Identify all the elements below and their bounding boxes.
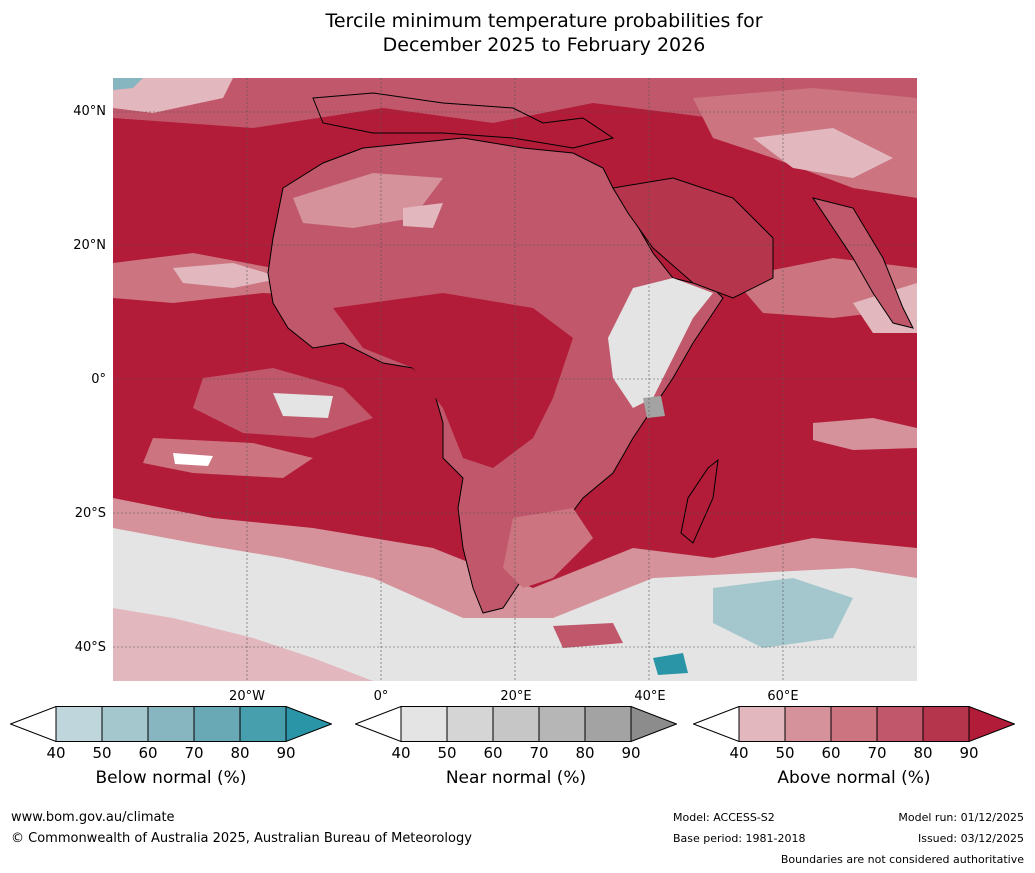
southern-africa-band xyxy=(503,508,593,588)
colorbar-extend-low xyxy=(10,706,57,742)
colorbar-extend-high xyxy=(968,706,1015,742)
lon-label-40e: 40°E xyxy=(634,689,666,704)
colorbar-extend-low xyxy=(693,706,740,742)
footer-disclaimer: Boundaries are not considered authoritat… xyxy=(780,853,1024,866)
band-northwest xyxy=(113,78,233,113)
colorbar-segment xyxy=(584,706,632,742)
tick-label: 60 xyxy=(483,744,503,762)
central-africa-strong xyxy=(333,293,573,468)
lat-label-20n: 20°N xyxy=(73,238,106,253)
tick-label: 40 xyxy=(46,744,66,762)
lat-label-equator: 0° xyxy=(91,372,106,387)
india xyxy=(811,197,914,329)
colorbar-segment xyxy=(876,706,924,742)
tick-label: 70 xyxy=(184,744,204,762)
lon-label-20e: 20°E xyxy=(500,689,532,704)
colorbar-segment xyxy=(101,706,149,742)
lon-label-0: 0° xyxy=(373,689,389,704)
colorbar-segment xyxy=(193,706,241,742)
footer-url: www.bom.gov.au/climate xyxy=(11,810,175,825)
probability-map xyxy=(113,78,917,681)
colorbar-segment xyxy=(147,706,195,742)
colorbar-above-label: Above normal (%) xyxy=(777,768,931,788)
lon-label-20w: 20°W xyxy=(229,689,265,704)
tick-label: 60 xyxy=(138,744,158,762)
footer-issued: Issued: 03/12/2025 xyxy=(917,832,1024,845)
white-southeast-atlantic xyxy=(173,453,213,466)
horn-grey-patch xyxy=(643,396,665,418)
tick-label: 50 xyxy=(775,744,795,762)
sahara-patch-light xyxy=(403,203,443,228)
madagascar xyxy=(680,458,719,544)
colorbar-below-label: Below normal (%) xyxy=(95,768,247,788)
band-tropical-atlantic-light xyxy=(173,263,283,288)
tick-label: 60 xyxy=(821,744,841,762)
colorbar-segment xyxy=(738,706,786,742)
colorbar-below-normal xyxy=(10,706,332,742)
arabian-peninsula xyxy=(612,177,774,299)
graticule xyxy=(113,78,917,681)
footer-model-run: Model run: 01/12/2025 xyxy=(898,811,1024,824)
band-south-indian xyxy=(813,418,917,450)
colorbar-near-label: Near normal (%) xyxy=(445,768,587,788)
southern-ocean-below-strong xyxy=(653,653,688,675)
tick-label: 80 xyxy=(230,744,250,762)
band-southeast-atlantic xyxy=(143,438,313,478)
colorbar-extend-low xyxy=(355,706,402,742)
lat-label-20s: 20°S xyxy=(74,506,106,521)
near-equatorial-atlantic xyxy=(273,393,333,418)
tick-label: 80 xyxy=(913,744,933,762)
europe-coastline xyxy=(312,92,615,149)
tick-label: 90 xyxy=(276,744,296,762)
colorbar-segment xyxy=(446,706,494,742)
colorbar-segment xyxy=(55,706,103,742)
title-line-1: Tercile minimum temperature probabilitie… xyxy=(325,10,763,32)
colorbar-segment xyxy=(830,706,878,742)
colorbar-extend-high xyxy=(630,706,677,742)
tick-label: 90 xyxy=(959,744,979,762)
footer-base-period: Base period: 1981-2018 xyxy=(673,832,806,845)
southern-ocean-below xyxy=(713,578,853,648)
colorbar-near-normal xyxy=(355,706,677,742)
horn-of-africa-near xyxy=(608,278,713,408)
tick-label: 90 xyxy=(621,744,641,762)
title-line-2: December 2025 to February 2026 xyxy=(382,34,706,56)
tick-label: 50 xyxy=(92,744,112,762)
below-northwest-patch xyxy=(113,78,143,90)
colorbar-segment xyxy=(538,706,586,742)
colorbar-segment xyxy=(239,706,287,742)
colorbar-segment xyxy=(492,706,540,742)
colorbar-above-normal xyxy=(693,706,1015,742)
colorbar-extend-high xyxy=(285,706,332,742)
lon-label-60e: 60°E xyxy=(767,689,799,704)
southern-ocean-above-patch xyxy=(553,623,623,648)
map-title: Tercile minimum temperature probabilitie… xyxy=(0,9,1035,57)
southern-ocean-southwest xyxy=(113,608,373,681)
tick-label: 70 xyxy=(529,744,549,762)
colorbar-segment xyxy=(784,706,832,742)
tick-label: 40 xyxy=(729,744,749,762)
southern-ocean-near xyxy=(113,528,917,681)
tick-label: 40 xyxy=(391,744,411,762)
colorbar-segment xyxy=(400,706,448,742)
tick-label: 70 xyxy=(867,744,887,762)
footer-copyright: © Commonwealth of Australia 2025, Austra… xyxy=(11,831,472,846)
band-iran xyxy=(753,128,893,178)
lat-label-40n: 40°N xyxy=(73,104,106,119)
tick-label: 50 xyxy=(437,744,457,762)
lat-label-40s: 40°S xyxy=(74,640,106,655)
colorbar-segment xyxy=(922,706,970,742)
map-canvas xyxy=(113,78,917,681)
footer-model: Model: ACCESS-S2 xyxy=(673,811,775,824)
tick-label: 80 xyxy=(575,744,595,762)
